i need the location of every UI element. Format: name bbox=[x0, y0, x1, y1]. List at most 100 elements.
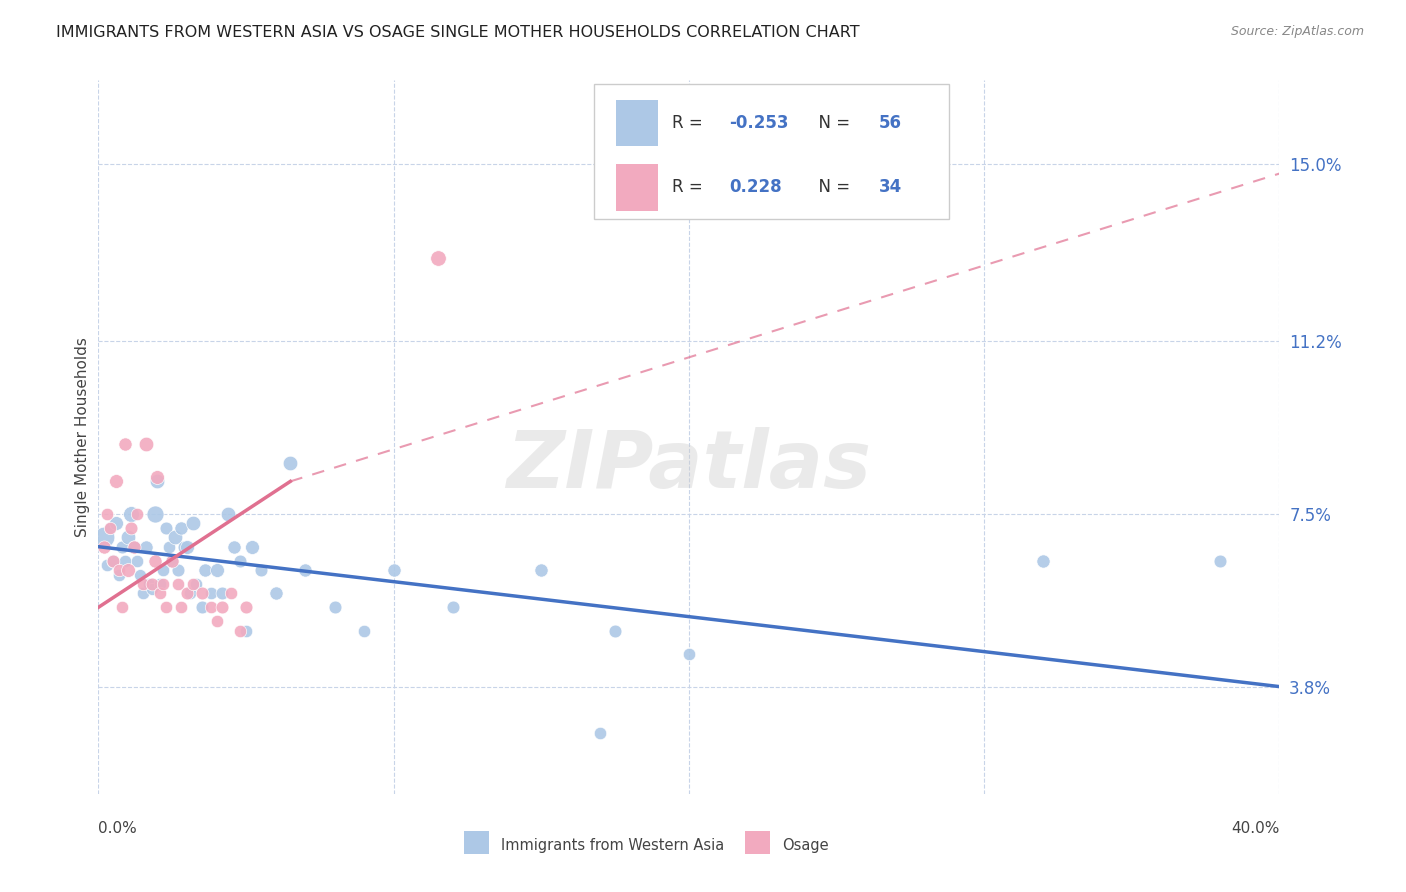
Point bbox=[217, 507, 239, 521]
Point bbox=[589, 726, 612, 740]
Point bbox=[1209, 554, 1232, 568]
Point bbox=[122, 540, 145, 554]
Point bbox=[235, 624, 257, 638]
Point bbox=[108, 563, 131, 577]
Point bbox=[120, 507, 142, 521]
Point bbox=[441, 600, 464, 615]
Point bbox=[152, 577, 174, 591]
Point bbox=[98, 521, 121, 535]
Point bbox=[98, 521, 121, 535]
Text: R =: R = bbox=[672, 114, 709, 132]
Point bbox=[205, 563, 228, 577]
Point bbox=[170, 521, 193, 535]
Point bbox=[125, 554, 148, 568]
Point bbox=[427, 251, 450, 265]
Point bbox=[167, 577, 190, 591]
Point bbox=[229, 554, 252, 568]
Point bbox=[167, 563, 190, 577]
Point bbox=[229, 624, 252, 638]
Point bbox=[200, 586, 222, 600]
Point bbox=[173, 540, 195, 554]
Point bbox=[179, 586, 201, 600]
Y-axis label: Single Mother Households: Single Mother Households bbox=[75, 337, 90, 537]
Text: ZIPatlas: ZIPatlas bbox=[506, 426, 872, 505]
Point bbox=[176, 540, 198, 554]
Text: 40.0%: 40.0% bbox=[1232, 821, 1279, 836]
Point bbox=[93, 540, 115, 554]
Point bbox=[143, 554, 166, 568]
Point bbox=[125, 507, 148, 521]
Point bbox=[128, 567, 150, 582]
Text: 0.0%: 0.0% bbox=[98, 821, 138, 836]
Point bbox=[200, 600, 222, 615]
Point bbox=[181, 516, 204, 531]
Point bbox=[184, 577, 207, 591]
Point bbox=[221, 586, 243, 600]
Point bbox=[122, 540, 145, 554]
Point bbox=[382, 563, 405, 577]
Point bbox=[93, 530, 115, 544]
Point bbox=[353, 624, 375, 638]
Text: R =: R = bbox=[672, 178, 714, 196]
Point bbox=[155, 600, 177, 615]
Point bbox=[146, 475, 169, 489]
Point bbox=[111, 540, 134, 554]
Point bbox=[530, 563, 553, 577]
Point bbox=[149, 586, 172, 600]
Point bbox=[103, 554, 125, 568]
Text: N =: N = bbox=[808, 178, 856, 196]
Point bbox=[141, 582, 163, 596]
Point bbox=[114, 554, 136, 568]
Point bbox=[111, 600, 134, 615]
Point bbox=[165, 530, 187, 544]
Point bbox=[294, 563, 316, 577]
Point bbox=[114, 437, 136, 451]
Point bbox=[240, 540, 263, 554]
Point bbox=[191, 600, 214, 615]
Point bbox=[194, 563, 217, 577]
Text: IMMIGRANTS FROM WESTERN ASIA VS OSAGE SINGLE MOTHER HOUSEHOLDS CORRELATION CHART: IMMIGRANTS FROM WESTERN ASIA VS OSAGE SI… bbox=[56, 25, 860, 40]
Text: Source: ZipAtlas.com: Source: ZipAtlas.com bbox=[1230, 25, 1364, 38]
Point bbox=[280, 456, 302, 470]
Point bbox=[250, 563, 273, 577]
Point bbox=[678, 647, 700, 661]
Point bbox=[138, 577, 160, 591]
Text: 34: 34 bbox=[879, 178, 903, 196]
Text: -0.253: -0.253 bbox=[730, 114, 789, 132]
Point bbox=[224, 540, 246, 554]
Point bbox=[143, 507, 166, 521]
Point bbox=[117, 563, 139, 577]
Point bbox=[211, 600, 233, 615]
Text: 0.228: 0.228 bbox=[730, 178, 782, 196]
Point bbox=[152, 563, 174, 577]
Point bbox=[132, 577, 155, 591]
Point bbox=[264, 586, 287, 600]
Point bbox=[141, 577, 163, 591]
Point bbox=[162, 554, 183, 568]
Point bbox=[170, 600, 193, 615]
Point bbox=[117, 530, 139, 544]
Point bbox=[96, 558, 118, 573]
Point bbox=[605, 624, 627, 638]
Point bbox=[96, 507, 118, 521]
Text: N =: N = bbox=[808, 114, 856, 132]
Point bbox=[235, 600, 257, 615]
Point bbox=[157, 540, 180, 554]
Text: Osage: Osage bbox=[782, 838, 828, 853]
Text: 56: 56 bbox=[879, 114, 903, 132]
Point bbox=[108, 567, 131, 582]
Point bbox=[105, 475, 128, 489]
Bar bbox=[616, 100, 658, 146]
FancyBboxPatch shape bbox=[595, 84, 949, 219]
Point bbox=[323, 600, 346, 615]
Point bbox=[205, 615, 228, 629]
Point bbox=[155, 521, 177, 535]
Point bbox=[181, 577, 204, 591]
Text: Immigrants from Western Asia: Immigrants from Western Asia bbox=[501, 838, 724, 853]
Point bbox=[132, 586, 155, 600]
Point bbox=[191, 586, 214, 600]
Point bbox=[103, 554, 125, 568]
Point bbox=[135, 540, 157, 554]
Point bbox=[105, 516, 128, 531]
Point bbox=[120, 521, 142, 535]
